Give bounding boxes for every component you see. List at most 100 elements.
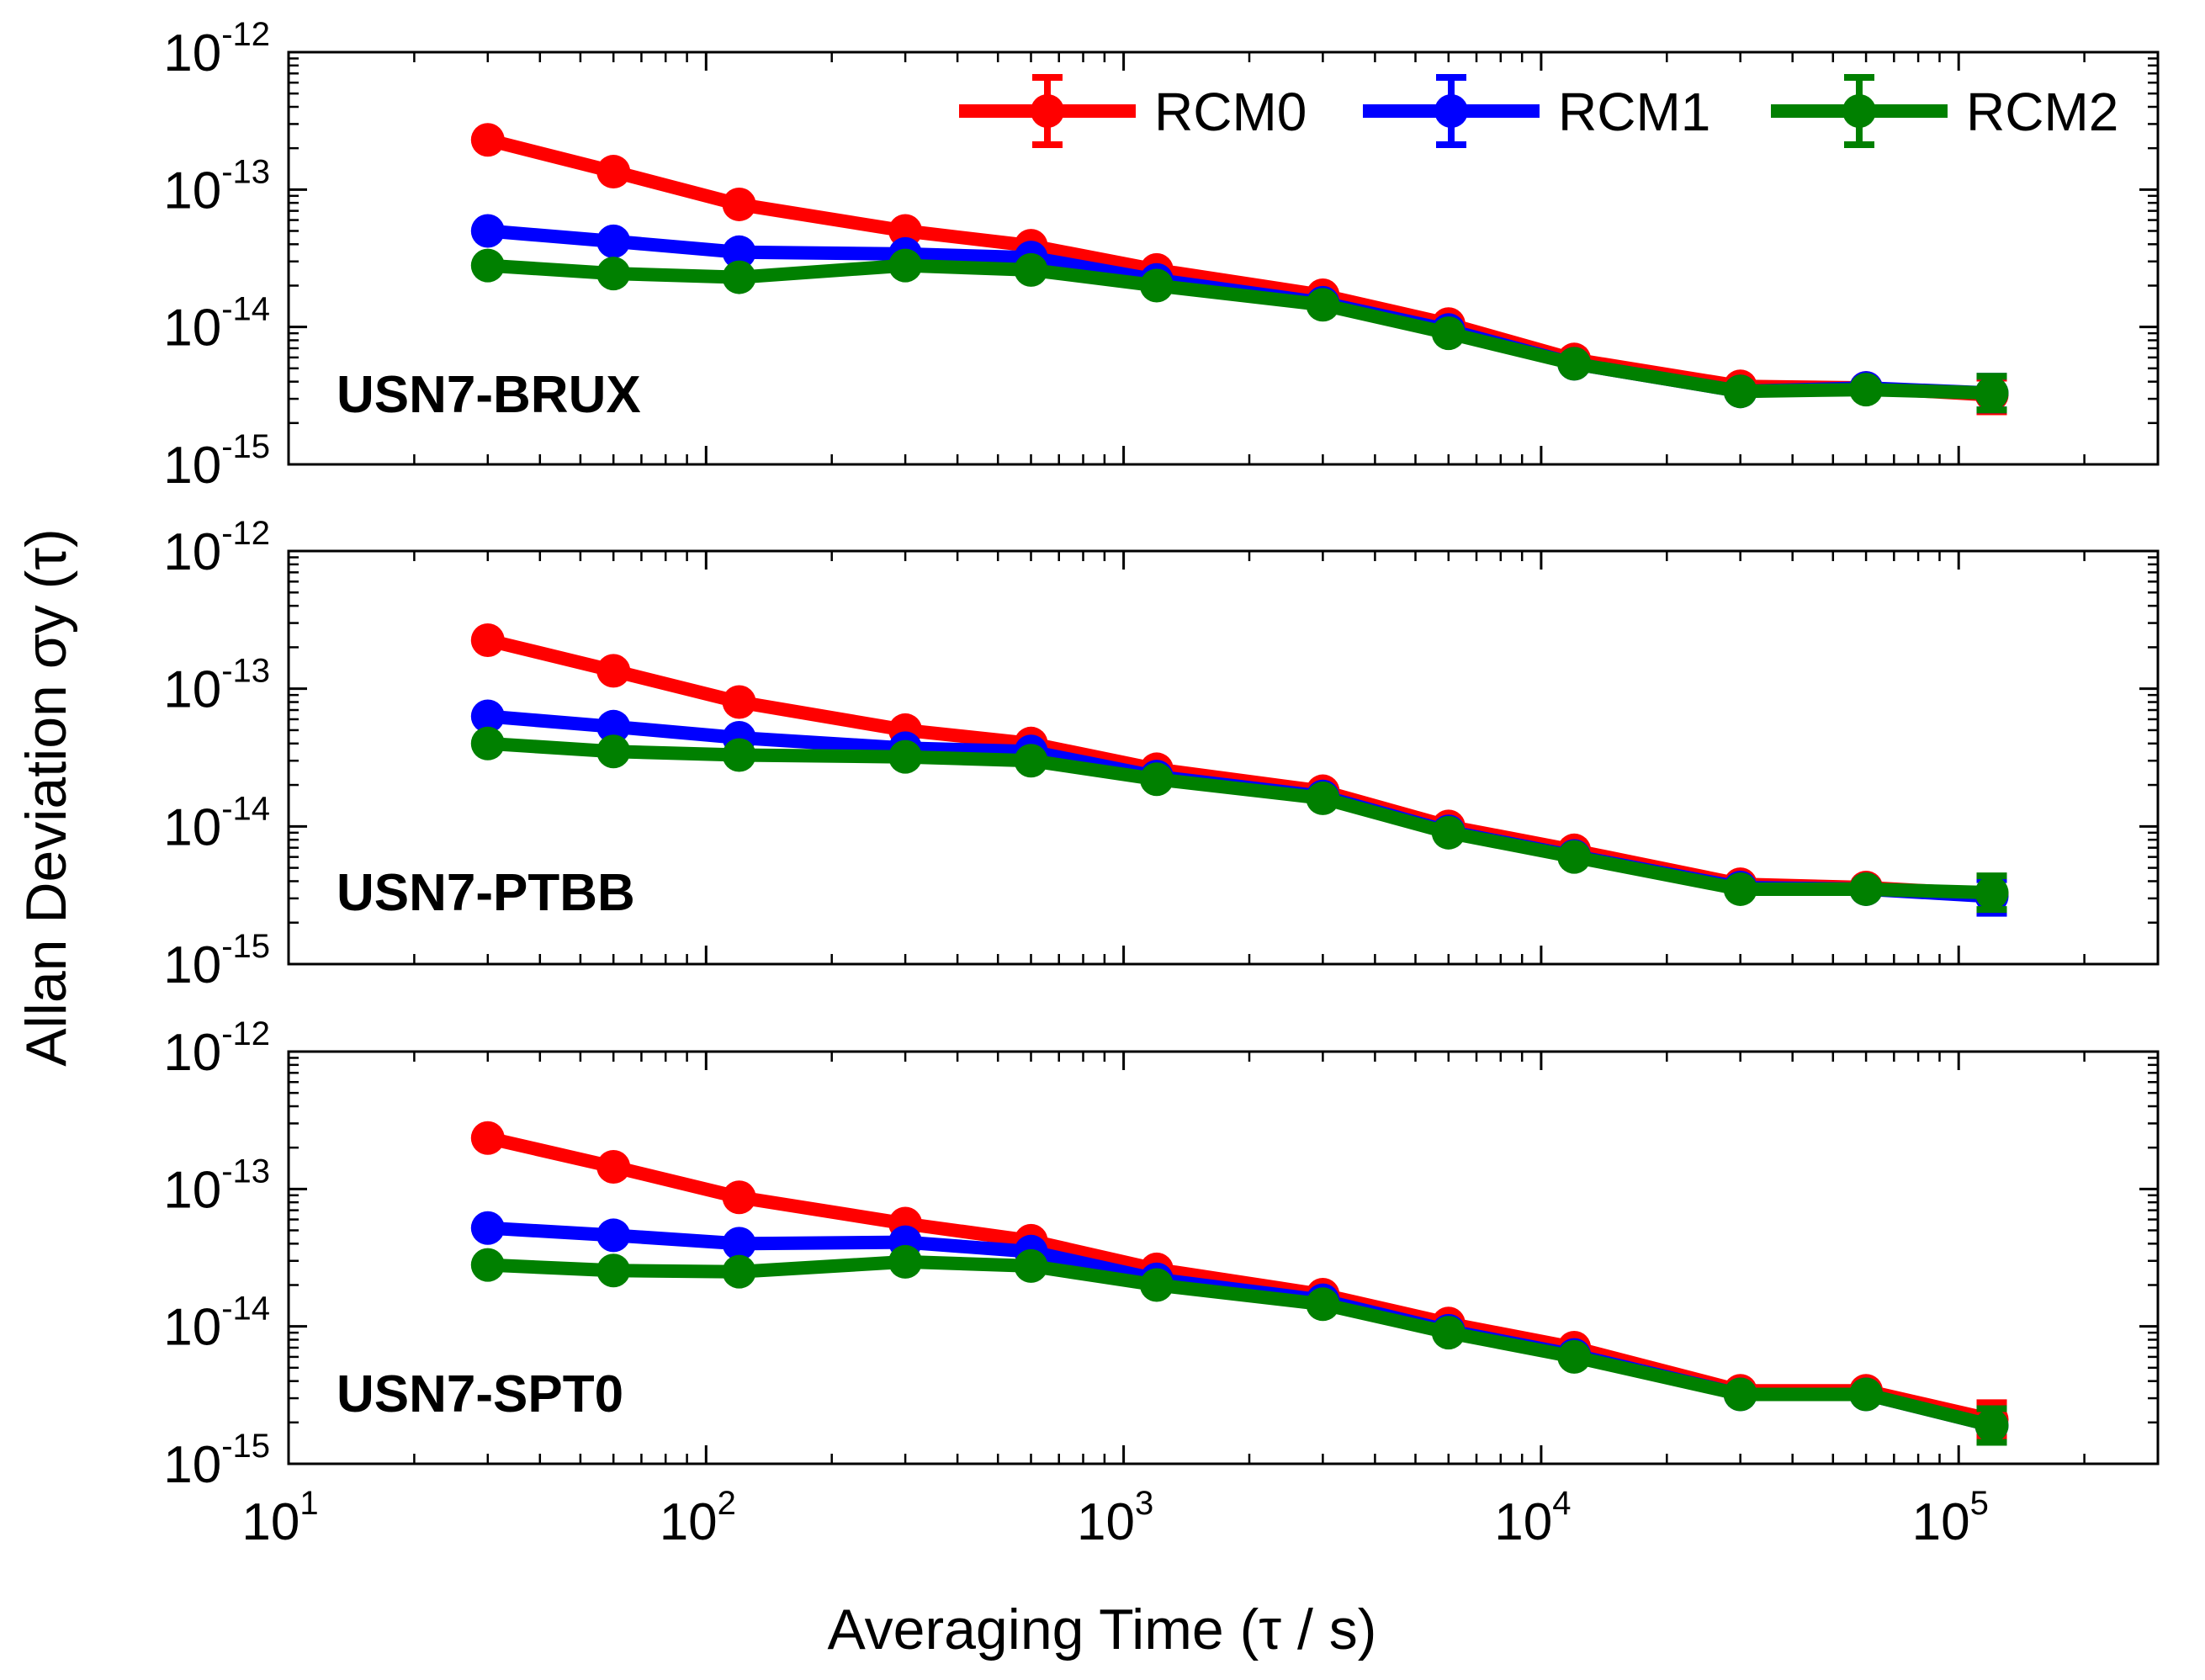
y-tick-label: 10-13 [163, 153, 270, 220]
y-tick-base: 10 [163, 24, 221, 82]
data-point [1306, 288, 1340, 322]
series-rcm1 [470, 1211, 2009, 1446]
data-point [470, 214, 505, 248]
data-point [1974, 876, 2009, 910]
legend-item-rcm2: RCM2 [1771, 74, 2118, 148]
y-tick-label: 10-12 [163, 1015, 270, 1082]
data-point [596, 257, 631, 291]
x-tick-base: 10 [241, 1493, 299, 1551]
y-tick-base: 10 [163, 437, 221, 495]
y-tick-exponent: -13 [221, 653, 270, 690]
legend-label: RCM2 [1966, 82, 2118, 142]
data-point [1139, 762, 1174, 797]
data-point [470, 623, 505, 658]
x-tick-label: 102 [660, 1485, 736, 1551]
series-rcm0 [470, 623, 2009, 915]
series-line-rcm0 [480, 133, 1999, 402]
data-point [470, 123, 505, 157]
data-point [1557, 347, 1592, 381]
data-point [470, 1211, 505, 1245]
data-point [596, 709, 631, 744]
data-point [722, 235, 756, 269]
data-point [722, 260, 756, 294]
plot-frame [287, 1050, 2160, 1465]
y-tick-label: 10-12 [163, 515, 270, 581]
data-point [888, 1244, 923, 1279]
data-point [470, 699, 505, 734]
y-tick-base: 10 [163, 936, 221, 994]
y-tick-base: 10 [163, 1161, 221, 1219]
data-point [1014, 1248, 1048, 1283]
y-tick-exponent: -14 [221, 790, 270, 827]
data-point [1014, 744, 1048, 778]
series-line-rcm1 [480, 709, 1999, 904]
x-axis-title: Averaging Time (τ / s) [828, 1598, 1377, 1661]
data-point [470, 1248, 505, 1282]
x-tick-exponent: 2 [718, 1485, 736, 1522]
x-tick-exponent: 5 [1970, 1485, 1989, 1522]
y-tick-label: 10-13 [163, 653, 270, 719]
y-tick-label: 10-15 [163, 428, 270, 495]
data-point [1723, 1377, 1757, 1412]
data-point [1974, 1408, 2009, 1443]
y-tick-label: 10-13 [163, 1153, 270, 1219]
x-axis: 101 102 103 104 105 [241, 1485, 1988, 1551]
data-point [596, 1218, 631, 1253]
y-axis-title: Allan Deviation σy (τ) [14, 528, 78, 1067]
series-line-rcm0 [480, 1131, 1999, 1427]
y-tick-exponent: -14 [221, 1290, 270, 1328]
data-point [1849, 872, 1884, 906]
y-tick-base: 10 [163, 523, 221, 581]
y-tick-base: 10 [163, 661, 221, 719]
legend-item-rcm1: RCM1 [1363, 74, 1710, 148]
legend-label: RCM1 [1558, 82, 1710, 142]
y-tick-base: 10 [163, 162, 221, 220]
data-point [1849, 1377, 1884, 1412]
series-line-rcm0 [480, 633, 1999, 902]
data-point [1431, 1316, 1466, 1350]
y-tick-label: 10-15 [163, 1428, 270, 1494]
data-point [470, 248, 505, 283]
x-tick-label: 103 [1077, 1485, 1153, 1551]
x-tick-base: 10 [1077, 1493, 1135, 1551]
data-point [596, 734, 631, 769]
data-point [1557, 1339, 1592, 1374]
data-point [1431, 815, 1466, 850]
series-line-rcm2 [480, 258, 1999, 400]
data-point [1014, 252, 1048, 287]
data-point [888, 214, 923, 248]
y-tick-exponent: -12 [221, 16, 270, 53]
data-point [1306, 1287, 1340, 1322]
y-tick-exponent: -15 [221, 928, 270, 965]
legend-marker [1031, 94, 1064, 128]
y-tick-exponent: -15 [221, 1428, 270, 1465]
data-point [1723, 374, 1757, 409]
data-point [596, 654, 631, 688]
y-tick-base: 10 [163, 798, 221, 856]
series-line-rcm2 [480, 1254, 1999, 1433]
data-point [596, 155, 631, 189]
y-tick-label: 10-14 [163, 291, 270, 358]
data-point [722, 187, 756, 221]
x-tick-exponent: 4 [1552, 1485, 1571, 1522]
data-point [596, 1149, 631, 1184]
y-tick-label: 10-14 [163, 790, 270, 856]
data-point [596, 1253, 631, 1288]
data-point [470, 1121, 505, 1155]
y-tick-base: 10 [163, 1024, 221, 1082]
y-tick-label: 10-12 [163, 16, 270, 82]
data-point [1974, 376, 2009, 411]
data-point [1139, 268, 1174, 303]
y-tick-label: 10-15 [163, 928, 270, 994]
x-tick-label: 101 [241, 1485, 318, 1551]
data-point [722, 738, 756, 772]
y-tick-base: 10 [163, 1299, 221, 1357]
data-point [1139, 1268, 1174, 1302]
data-point [596, 224, 631, 258]
y-tick-label: 10-14 [163, 1290, 270, 1357]
data-point [722, 1227, 756, 1261]
data-point [722, 685, 756, 719]
data-point [1557, 840, 1592, 874]
